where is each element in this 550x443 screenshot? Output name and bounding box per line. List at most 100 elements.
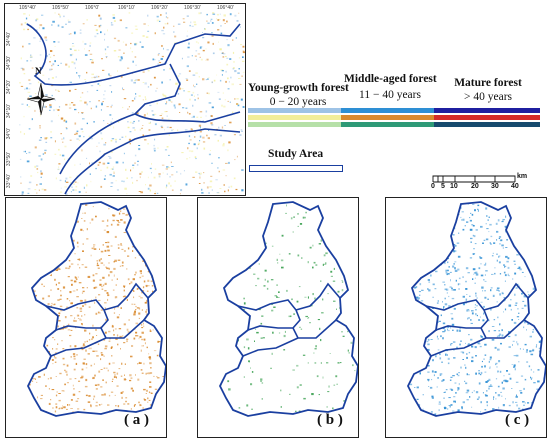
forest-pixel	[446, 273, 448, 276]
forest-pixel	[444, 234, 447, 236]
forest-pixel	[51, 253, 54, 255]
forest-pixel	[42, 221, 45, 223]
forest-pixel	[52, 348, 54, 350]
forest-pixel	[84, 43, 87, 45]
forest-pixel	[198, 76, 200, 78]
forest-pixel	[80, 96, 82, 98]
forest-pixel	[261, 398, 263, 400]
forest-pixel	[538, 340, 542, 343]
forest-pixel	[57, 109, 60, 111]
forest-pixel	[142, 322, 144, 325]
forest-pixel	[532, 220, 535, 222]
forest-pixel	[344, 296, 346, 299]
forest-pixel	[473, 248, 475, 250]
forest-pixel	[423, 263, 426, 266]
forest-pixel	[46, 344, 49, 347]
forest-pixel	[69, 300, 71, 302]
forest-pixel	[51, 217, 55, 220]
forest-pixel	[92, 376, 95, 379]
forest-pixel	[504, 274, 507, 277]
forest-pixel	[188, 42, 190, 45]
forest-pixel	[158, 415, 162, 416]
forest-pixel	[141, 345, 143, 347]
forest-pixel	[449, 286, 452, 288]
map-panel-b: ( b )	[197, 197, 359, 438]
swatch-mature-row3	[434, 122, 540, 127]
forest-pixel	[230, 76, 232, 79]
forest-pixel	[526, 329, 527, 331]
forest-pixel	[420, 219, 422, 221]
forest-pixel	[521, 220, 524, 222]
forest-pixel	[515, 395, 518, 398]
forest-pixel	[454, 250, 457, 252]
forest-pixel	[342, 232, 345, 235]
forest-pixel	[151, 393, 153, 394]
forest-pixel	[67, 276, 70, 278]
forest-pixel	[144, 96, 146, 98]
forest-pixel	[527, 291, 529, 293]
forest-pixel	[220, 32, 223, 35]
forest-pixel	[29, 383, 31, 386]
forest-pixel	[161, 113, 164, 115]
forest-pixel	[45, 106, 47, 108]
forest-pixel	[341, 289, 344, 292]
forest-pixel	[93, 244, 96, 246]
forest-pixel	[84, 79, 86, 80]
forest-pixel	[228, 186, 230, 188]
forest-pixel	[499, 370, 502, 373]
forest-pixel	[459, 329, 461, 332]
forest-pixel	[185, 183, 188, 186]
forest-pixel	[219, 13, 221, 15]
forest-pixel	[195, 72, 198, 74]
forest-pixel	[442, 331, 445, 333]
forest-pixel	[541, 329, 543, 332]
forest-pixel	[29, 95, 32, 97]
forest-pixel	[174, 106, 176, 109]
forest-pixel	[85, 349, 87, 352]
forest-pixel	[49, 243, 52, 244]
forest-pixel	[121, 396, 123, 399]
forest-pixel	[458, 288, 460, 290]
forest-pixel	[61, 216, 65, 219]
forest-pixel	[222, 144, 225, 147]
forest-pixel	[229, 13, 232, 16]
forest-pixel	[74, 276, 77, 279]
forest-pixel	[110, 346, 112, 349]
forest-pixel	[432, 359, 434, 362]
forest-pixel	[496, 335, 498, 338]
forest-pixel	[481, 365, 483, 368]
forest-pixel	[40, 250, 44, 253]
forest-pixel	[141, 275, 144, 277]
forest-pixel	[226, 57, 229, 59]
forest-pixel	[163, 94, 166, 97]
forest-pixel	[158, 297, 161, 299]
forest-pixel	[144, 212, 147, 214]
forest-pixel	[242, 56, 244, 58]
forest-pixel	[466, 389, 470, 392]
forest-pixel	[509, 377, 512, 380]
forest-pixel	[81, 300, 83, 302]
forest-pixel	[137, 160, 139, 162]
forest-pixel	[105, 242, 107, 244]
forest-pixel	[90, 404, 92, 407]
forest-pixel	[202, 32, 203, 33]
forest-pixel	[490, 308, 492, 311]
forest-pixel	[450, 343, 452, 346]
tick-left-1: 34°30'	[6, 56, 12, 71]
forest-pixel	[486, 380, 489, 382]
forest-pixel	[303, 216, 306, 219]
forest-pixel	[236, 103, 238, 105]
forest-pixel	[28, 43, 31, 45]
forest-pixel	[158, 341, 161, 343]
forest-pixel	[49, 68, 52, 71]
forest-pixel	[55, 177, 57, 180]
forest-pixel	[120, 76, 123, 78]
forest-pixel	[476, 297, 478, 299]
forest-pixel	[151, 267, 153, 269]
forest-pixel	[536, 307, 539, 309]
forest-pixel	[473, 273, 475, 275]
forest-pixel	[133, 218, 136, 220]
forest-pixel	[533, 274, 535, 277]
forest-pixel	[524, 343, 527, 346]
forest-pixel	[27, 188, 31, 190]
